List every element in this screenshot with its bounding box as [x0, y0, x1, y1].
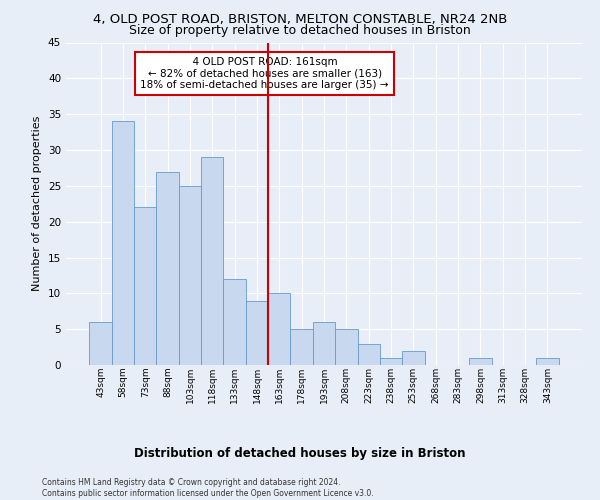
Bar	[380, 358, 402, 365]
Text: Size of property relative to detached houses in Briston: Size of property relative to detached ho…	[129, 24, 471, 37]
Bar	[246, 300, 268, 365]
Bar	[201, 157, 223, 365]
Bar	[536, 358, 559, 365]
Bar	[223, 279, 246, 365]
Bar	[268, 294, 290, 365]
Text: Contains HM Land Registry data © Crown copyright and database right 2024.
Contai: Contains HM Land Registry data © Crown c…	[42, 478, 374, 498]
Bar	[179, 186, 201, 365]
Bar	[402, 350, 425, 365]
Bar	[313, 322, 335, 365]
Bar	[157, 172, 179, 365]
Text: Distribution of detached houses by size in Briston: Distribution of detached houses by size …	[134, 448, 466, 460]
Text: 4, OLD POST ROAD, BRISTON, MELTON CONSTABLE, NR24 2NB: 4, OLD POST ROAD, BRISTON, MELTON CONSTA…	[93, 12, 507, 26]
Bar	[134, 208, 157, 365]
Bar	[112, 122, 134, 365]
Bar	[89, 322, 112, 365]
Y-axis label: Number of detached properties: Number of detached properties	[32, 116, 43, 292]
Bar	[290, 329, 313, 365]
Text: 4 OLD POST ROAD: 161sqm  
← 82% of detached houses are smaller (163)
18% of semi: 4 OLD POST ROAD: 161sqm ← 82% of detache…	[140, 57, 389, 90]
Bar	[469, 358, 491, 365]
Bar	[358, 344, 380, 365]
Bar	[335, 329, 358, 365]
